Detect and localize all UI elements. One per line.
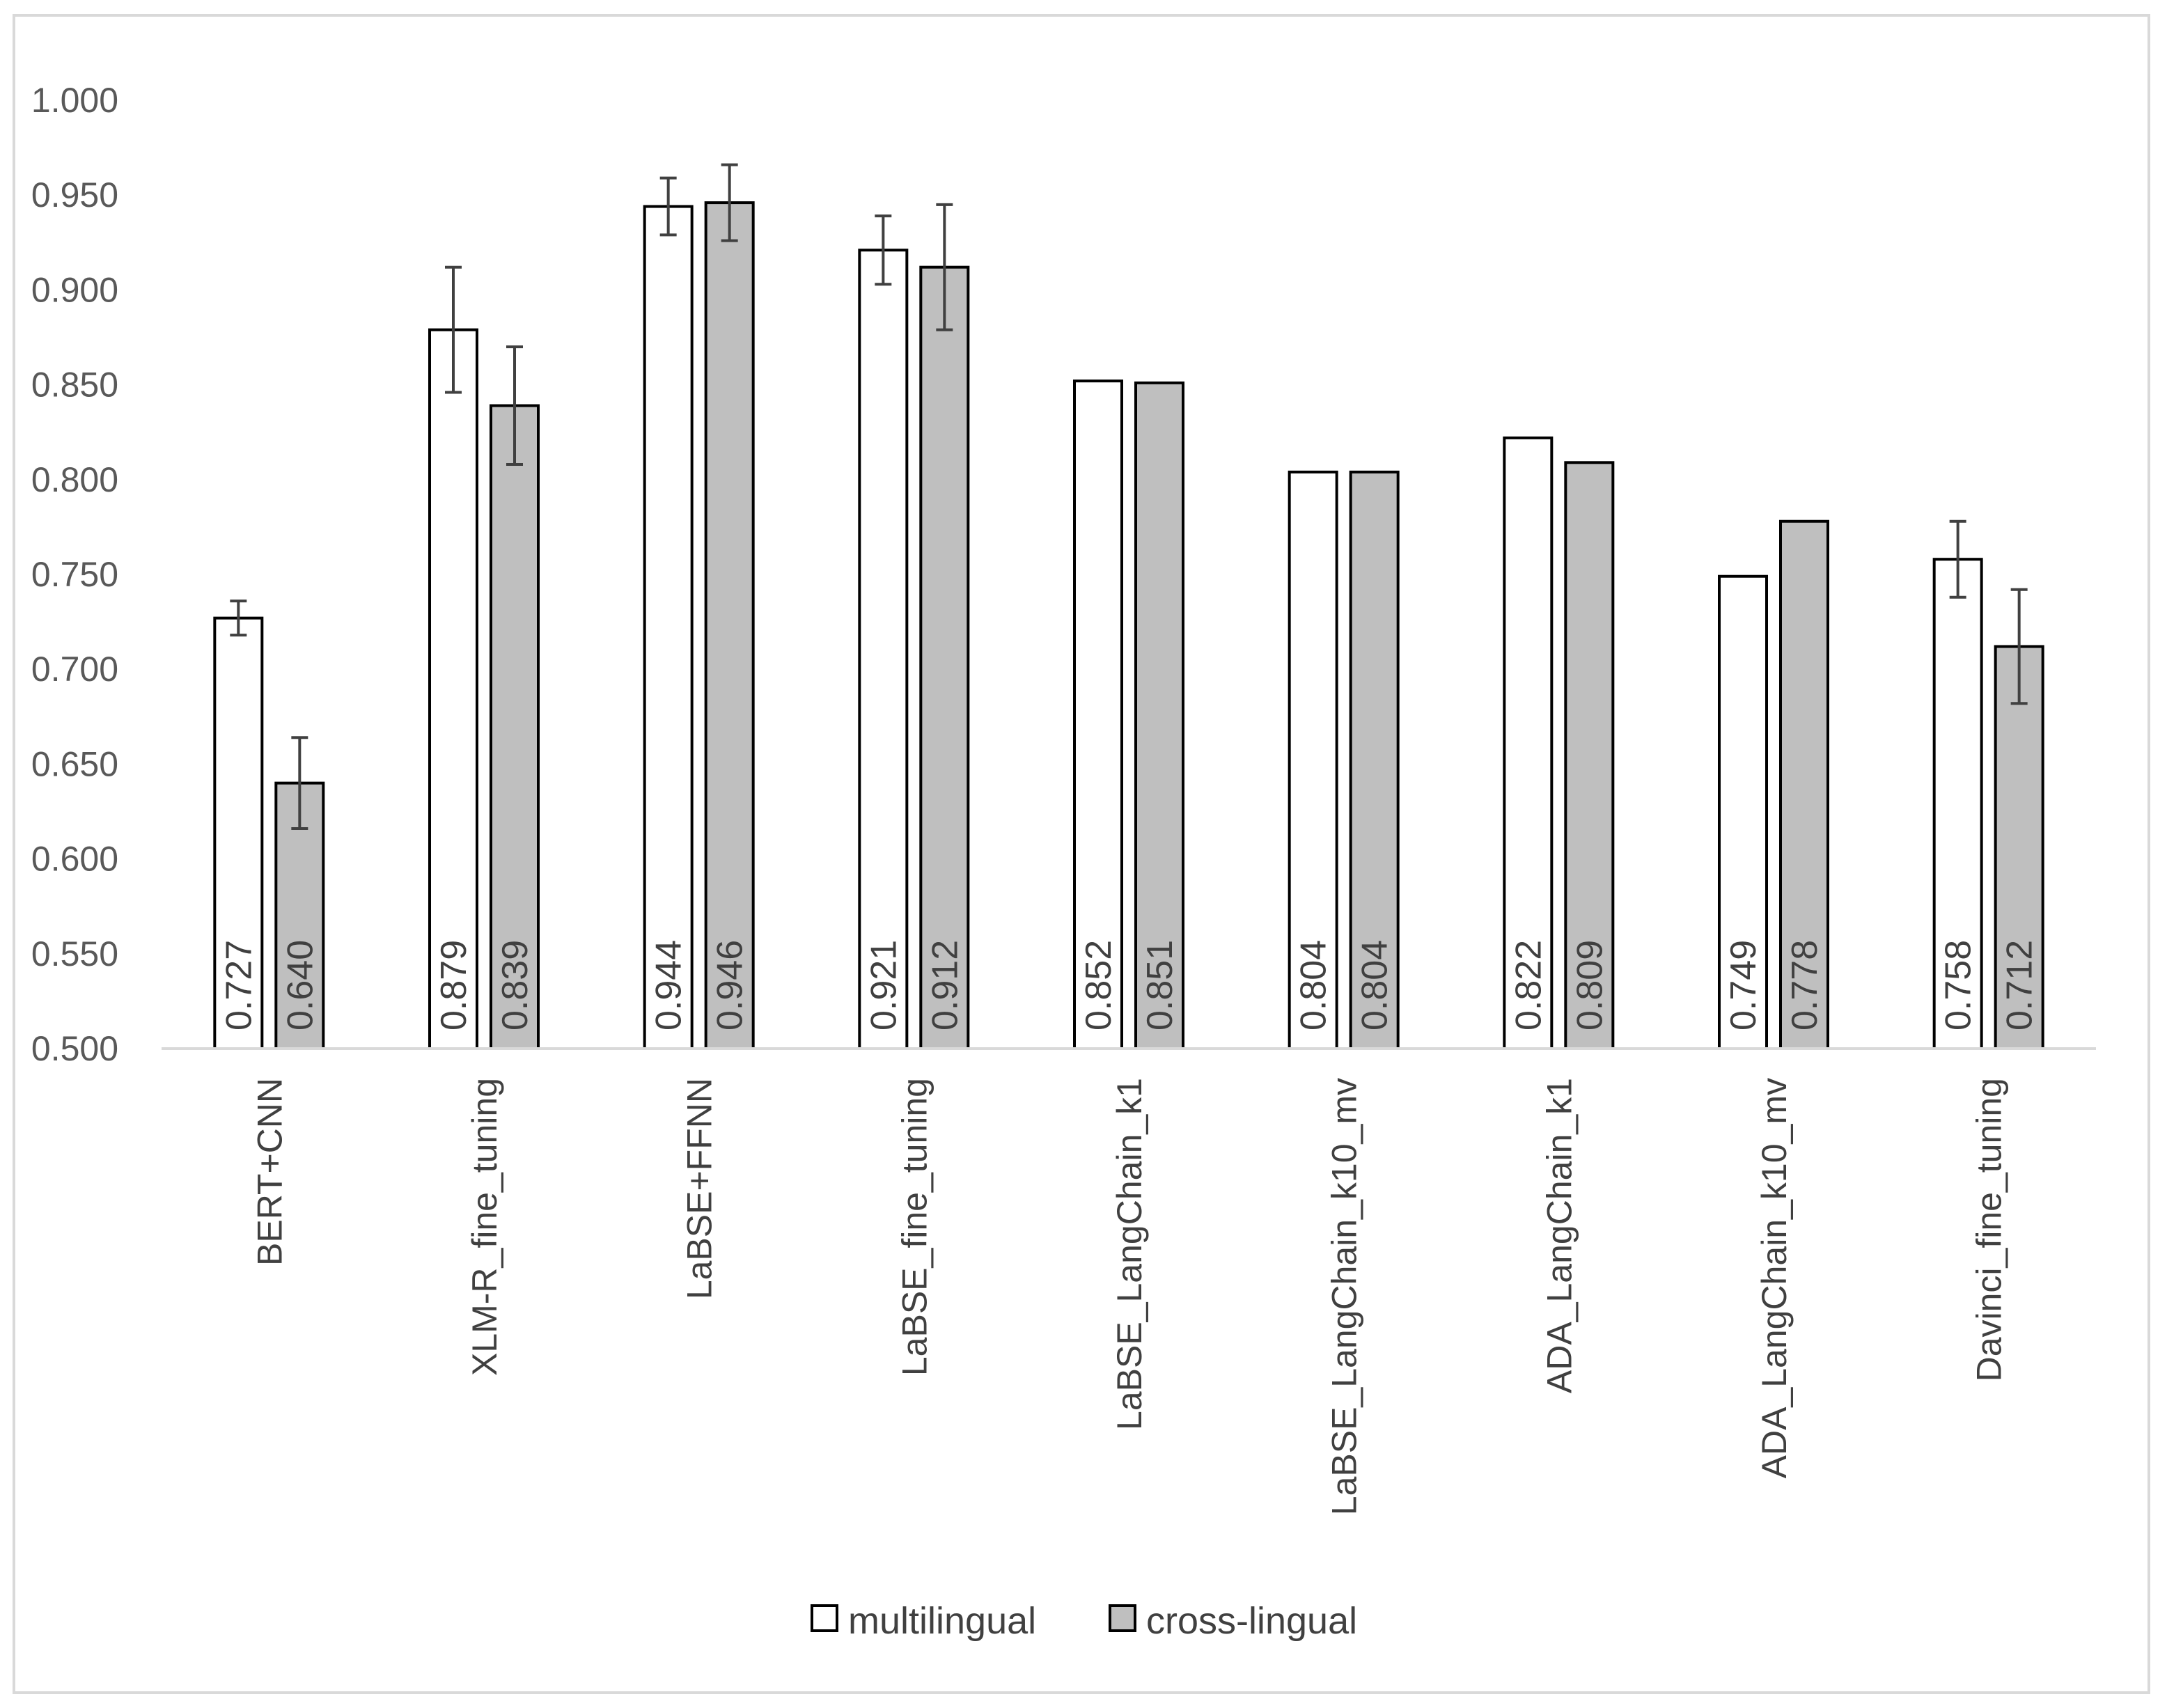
data-label: 0.852 [1079, 940, 1119, 1031]
y-tick-label: 0.900 [31, 270, 118, 309]
data-label: 0.921 [863, 940, 904, 1031]
data-label: 0.804 [1355, 940, 1395, 1031]
data-label: 0.822 [1508, 940, 1549, 1031]
data-label: 0.839 [495, 940, 535, 1031]
data-label: 0.879 [434, 940, 474, 1031]
y-tick-label: 0.550 [31, 934, 118, 973]
data-label: 0.758 [1939, 940, 1979, 1031]
legend-label: multilingual [848, 1600, 1036, 1642]
data-label: 0.712 [2000, 940, 2040, 1031]
y-tick-label: 0.800 [31, 460, 118, 499]
bar-multilingual [859, 250, 907, 1049]
category-labels: BERT+CNN XLM-R_fine_tuning LaBSE+FFNN LaBSE… [250, 1078, 2008, 1515]
y-tick-label: 0.750 [31, 555, 118, 594]
y-tick-label: 0.700 [31, 650, 118, 689]
category-label: ADA_LangChain_k1 [1540, 1078, 1579, 1393]
category-label: LaBSE_LangChain_k10_mv [1325, 1078, 1364, 1515]
legend-swatch-multilingual [812, 1606, 837, 1631]
data-label: 0.851 [1140, 940, 1180, 1031]
bar-cross-lingual [706, 203, 753, 1049]
y-tick-label: 0.500 [31, 1029, 118, 1068]
category-label: XLM-R_fine_tuning [465, 1078, 504, 1376]
legend: multilingual cross-lingual [812, 1600, 1357, 1642]
legend-swatch-cross-lingual [1110, 1606, 1135, 1631]
y-axis-ticks: 0.500 0.550 0.600 0.650 0.700 0.750 0.800 0.850… [31, 81, 118, 1068]
bars: 0.727 0.640 0.879 0.839 0.944 0.946 0.921 0.912… [214, 203, 2042, 1049]
y-tick-label: 0.850 [31, 366, 118, 405]
category-label: LaBSE_fine_tuning [895, 1078, 934, 1376]
data-label: 0.727 [219, 940, 259, 1031]
data-label: 0.804 [1294, 940, 1334, 1031]
category-label: LaBSE_LangChain_k1 [1110, 1078, 1149, 1430]
data-label: 0.946 [710, 940, 751, 1031]
legend-label: cross-lingual [1146, 1600, 1357, 1642]
data-label: 0.749 [1723, 940, 1764, 1031]
category-label: ADA_LangChain_k10_mv [1755, 1078, 1794, 1478]
data-label: 0.944 [649, 940, 689, 1031]
bar-multilingual [645, 207, 692, 1049]
category-label: Davinci_fine_tuning [1970, 1078, 2009, 1381]
data-label: 0.640 [280, 940, 320, 1031]
bar-cross-lingual [921, 267, 968, 1049]
y-tick-label: 0.950 [31, 175, 118, 214]
category-label: LaBSE+FFNN [680, 1078, 719, 1299]
y-tick-label: 1.000 [31, 81, 118, 120]
y-tick-label: 0.600 [31, 840, 118, 879]
y-tick-label: 0.650 [31, 744, 118, 783]
data-label: 0.912 [925, 940, 965, 1031]
category-label: BERT+CNN [250, 1078, 289, 1266]
data-label: 0.809 [1570, 940, 1610, 1031]
data-label: 0.778 [1785, 940, 1825, 1031]
